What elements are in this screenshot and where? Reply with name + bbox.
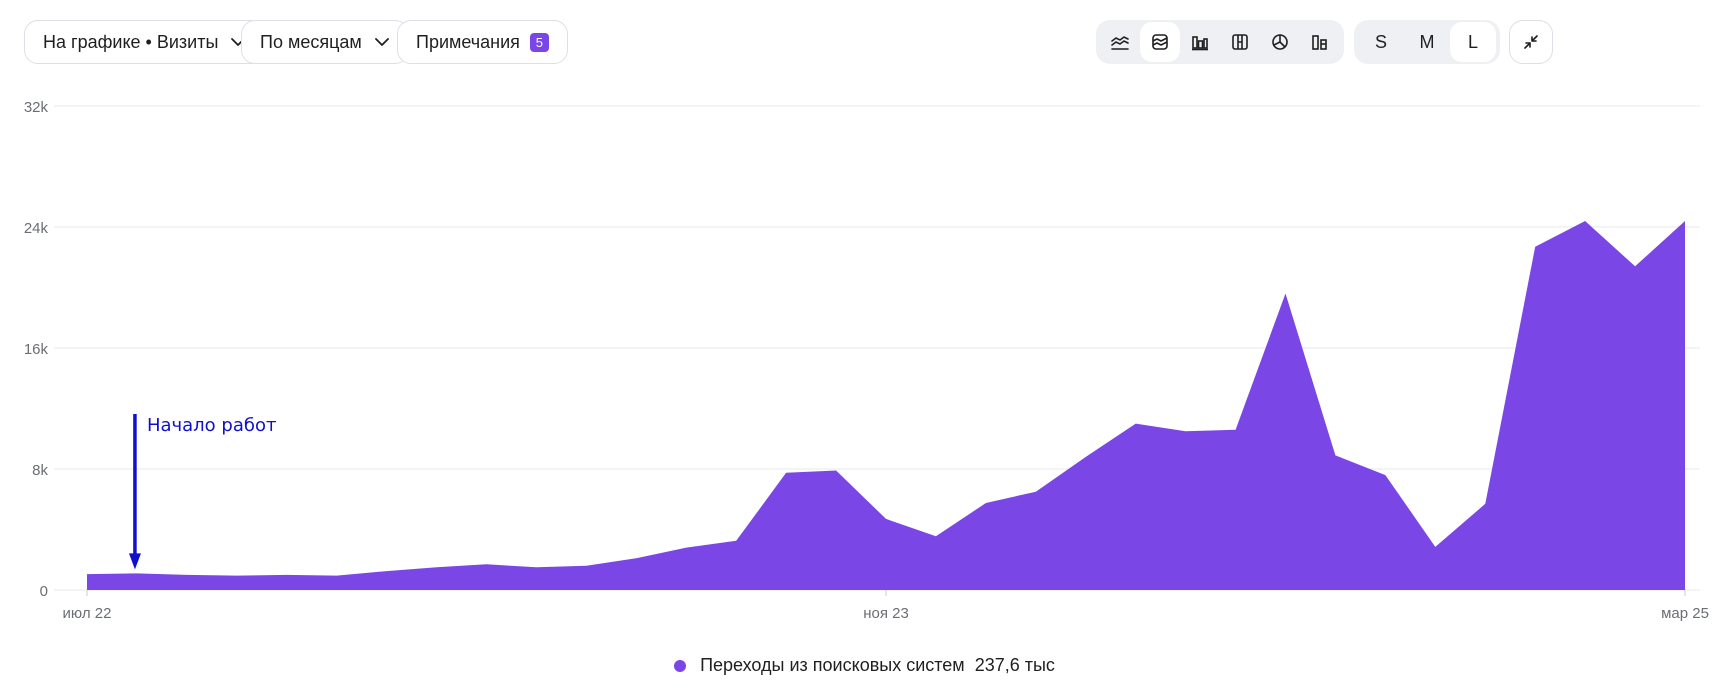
size-s-label: S <box>1374 31 1387 52</box>
collapse-button[interactable] <box>1509 20 1553 64</box>
x-tick-label: июл 22 <box>63 605 112 622</box>
chevron-down-icon <box>374 34 390 50</box>
y-tick-label: 0 <box>40 583 48 600</box>
chart-type-switcher <box>1096 20 1344 64</box>
legend-series-total: 237,6 тыс <box>974 655 1055 675</box>
stacked-area-icon <box>1152 34 1168 50</box>
line-chart-icon <box>1111 36 1129 50</box>
size-l-label: L <box>1467 31 1478 52</box>
column-chart-icon <box>1312 35 1327 50</box>
pie-chart-icon <box>1272 34 1288 50</box>
legend-swatch <box>674 659 687 672</box>
table-icon <box>1232 34 1248 50</box>
period-dropdown[interactable]: По месяцам <box>241 20 409 64</box>
notes-count-badge: 5 <box>529 32 549 52</box>
x-axis: июл 22 ноя 23 мар 25 <box>63 590 1709 622</box>
stacked-area-button[interactable] <box>1140 22 1180 62</box>
bar-chart-button[interactable] <box>1180 22 1220 62</box>
collapse-icon <box>1524 35 1538 49</box>
y-tick-label: 24k <box>24 220 49 237</box>
period-dropdown-label: По месяцам <box>260 31 362 52</box>
series-area-fill <box>87 221 1685 590</box>
y-tick-label: 32k <box>24 99 49 116</box>
size-l-button[interactable]: L <box>1450 22 1496 62</box>
y-tick-label: 16k <box>24 341 49 358</box>
series-area <box>87 221 1685 590</box>
size-switcher: S M L <box>1354 20 1500 64</box>
x-tick-label: ноя 23 <box>863 605 909 622</box>
chart-legend: Переходы из поисковых систем 237,6 тыс <box>0 655 1729 676</box>
pie-chart-button[interactable] <box>1260 22 1300 62</box>
area-chart: 0 8k 16k 24k 32k июл 22 ноя 23 мар 25 Начало р… <box>24 99 1709 622</box>
y-tick-label: 8k <box>32 462 48 479</box>
annotation-label: Начало работ <box>147 415 277 436</box>
bar-chart-icon <box>1192 36 1208 51</box>
column-chart-button[interactable] <box>1300 22 1340 62</box>
table-view-button[interactable] <box>1220 22 1260 62</box>
y-axis: 0 8k 16k 24k 32k <box>24 99 49 600</box>
legend-series-name: Переходы из поисковых систем <box>700 655 965 675</box>
annotation: Начало работ <box>128 414 277 570</box>
notes-button-label: Примечания <box>416 31 520 52</box>
line-chart-button[interactable] <box>1100 22 1140 62</box>
metric-dropdown[interactable]: На графике • Визиты <box>24 20 266 64</box>
metric-dropdown-label: На графике • Визиты <box>43 31 219 52</box>
annotation-arrow-head <box>128 553 141 570</box>
chart-toolbar: На графике • Визиты По месяцам Примечани… <box>0 0 1729 90</box>
x-tick-label: мар 25 <box>1661 605 1709 622</box>
size-m-label: M <box>1419 31 1435 52</box>
size-s-button[interactable]: S <box>1358 22 1404 62</box>
size-m-button[interactable]: M <box>1404 22 1450 62</box>
notes-button[interactable]: Примечания 5 <box>397 20 568 64</box>
